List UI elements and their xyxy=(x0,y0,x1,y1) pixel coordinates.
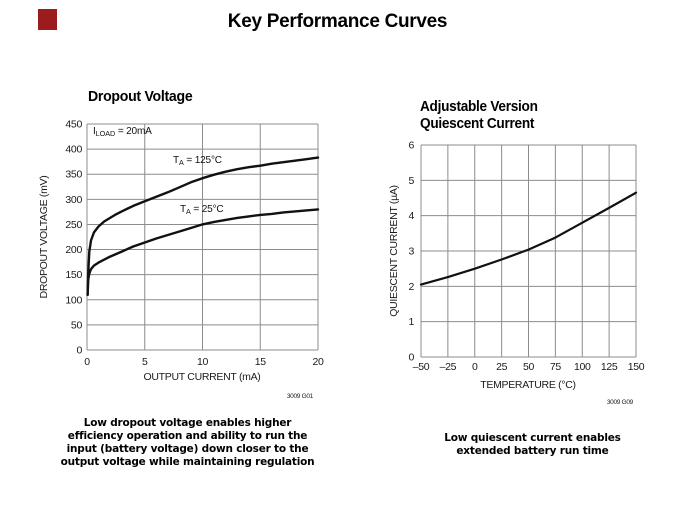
y-axis-title: QUIESCENT CURRENT (µA) xyxy=(388,185,400,317)
curve-label-text: T xyxy=(173,154,179,166)
x-tick-label: 150 xyxy=(628,361,645,373)
y-tick-label: 6 xyxy=(408,140,414,152)
slide-corner-marker xyxy=(38,9,57,30)
quiescent-current-caption: Low quiescent current enables extended b… xyxy=(444,432,621,457)
y-tick-label: 3 xyxy=(408,246,414,258)
curve-label-25c: TA = 25°C xyxy=(180,203,224,216)
curve-label-subscript: A xyxy=(185,207,191,216)
curve-label-text: T xyxy=(180,203,186,215)
curve-ta-25-c xyxy=(86,208,320,296)
y-tick-label: 200 xyxy=(65,244,82,256)
plot-code: 3009 G01 xyxy=(287,393,314,400)
y-tick-label: 4 xyxy=(408,210,414,222)
y-axis-title: DROPOUT VOLTAGE (mV) xyxy=(38,176,50,299)
curve-quiescent-current xyxy=(419,191,638,286)
x-tick-label: 5 xyxy=(142,356,148,368)
quiescent-current-plot: 0 1 2 3 4 5 6 –50 –25 0 25 50 75 100 125 150 TEMPERATURE… xyxy=(388,140,645,407)
x-tick-label: 15 xyxy=(255,356,267,368)
x-tick-label: 20 xyxy=(312,356,324,368)
page-title: Key Performance Curves xyxy=(227,11,448,32)
curve-label-text: = 125°C xyxy=(183,154,222,166)
x-tick-label: 0 xyxy=(472,361,478,373)
curve-ta-125-c xyxy=(86,156,320,296)
annotation-text: = 20mA xyxy=(115,125,152,137)
x-tick-label: 0 xyxy=(84,356,90,368)
plot-code: 3009 G09 xyxy=(607,399,634,406)
x-axis-title: TEMPERATURE (°C) xyxy=(480,379,575,391)
y-tick-label: 2 xyxy=(408,281,414,293)
chart-title-dropout-voltage: Dropout Voltage xyxy=(88,88,193,105)
curve-label-subscript: A xyxy=(178,158,184,167)
y-tick-label: 5 xyxy=(408,175,414,187)
x-axis-title: OUTPUT CURRENT (mA) xyxy=(144,371,261,383)
annotation-subscript: LOAD xyxy=(95,129,116,138)
chart-title-quiescent-current: Quiescent Current xyxy=(420,116,535,132)
x-tick-label: 75 xyxy=(550,361,562,373)
dropout-voltage-chart: Dropout Voltage 0 50 100 150 200 250 300 350 400… xyxy=(30,86,350,416)
dropout-voltage-plot: 0 50 100 150 200 250 300 350 400 450 0 5 10 15 20 OUTPU… xyxy=(38,119,324,401)
curve-label-text: = 25°C xyxy=(190,203,224,215)
y-tick-label: 50 xyxy=(71,319,83,331)
x-tick-label: –50 xyxy=(413,361,430,373)
dropout-voltage-caption: Low dropout voltage enables higher effic… xyxy=(60,417,315,468)
x-tick-label: 25 xyxy=(496,361,508,373)
y-tick-label: 0 xyxy=(408,352,414,364)
y-tick-label: 1 xyxy=(408,316,414,328)
y-tick-label: 0 xyxy=(76,345,82,357)
x-tick-label: 125 xyxy=(601,361,618,373)
y-tick-label: 300 xyxy=(65,194,82,206)
y-tick-label: 100 xyxy=(65,294,82,306)
y-tick-label: 150 xyxy=(65,269,82,281)
chart-title-adjustable-version: Adjustable Version xyxy=(420,99,538,115)
x-tick-label: –25 xyxy=(440,361,457,373)
annotation-text: I xyxy=(93,125,96,137)
y-tick-label: 400 xyxy=(65,144,82,156)
x-tick-label: 50 xyxy=(523,361,535,373)
load-current-annotation: ILOAD = 20mA xyxy=(93,125,152,138)
y-tick-label: 350 xyxy=(65,169,82,181)
curve-label-125c: TA = 125°C xyxy=(173,154,222,167)
y-tick-label: 250 xyxy=(65,219,82,231)
y-tick-label: 450 xyxy=(65,119,82,131)
x-tick-label: 10 xyxy=(197,356,209,368)
x-tick-label: 100 xyxy=(574,361,591,373)
